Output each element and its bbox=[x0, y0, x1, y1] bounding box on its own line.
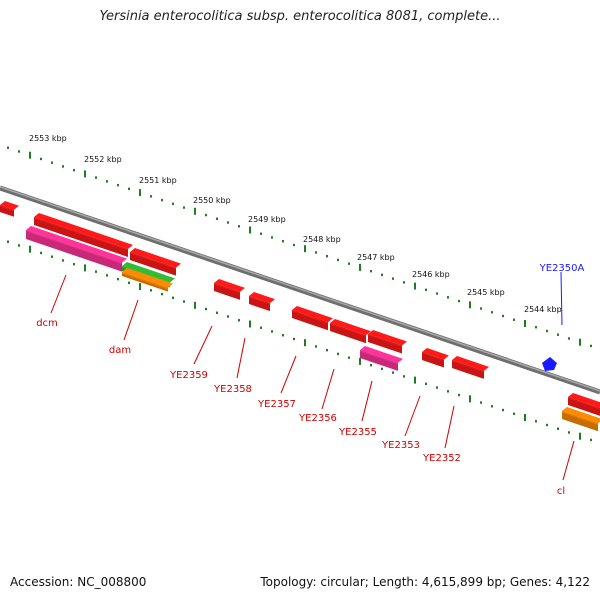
gene-label-group: YE2353 bbox=[381, 395, 421, 451]
gene-label[interactable]: cl bbox=[557, 486, 565, 497]
gene-label[interactable]: dcm bbox=[36, 318, 58, 329]
gene-label[interactable]: dam bbox=[109, 345, 131, 356]
gene-label[interactable]: YE2352 bbox=[422, 453, 461, 464]
gene-label-leader bbox=[404, 395, 421, 437]
feature-bar-pink bbox=[359, 346, 403, 371]
gene-block-ye2356 bbox=[329, 319, 371, 344]
ye2350a-marker bbox=[542, 357, 557, 371]
gene-label-group: YE2357 bbox=[257, 355, 297, 410]
gene-label-group: cl bbox=[557, 440, 575, 497]
gene-label-group: YE2352 bbox=[422, 405, 461, 464]
scale-labels: 2553 kbp 2552 kbp 2551 kbp 2550 kbp 2549 kbp… bbox=[29, 134, 562, 314]
gene-label-leader bbox=[123, 299, 139, 341]
gene-label-group: YE2359 bbox=[169, 325, 213, 381]
gene-label-leader bbox=[321, 368, 335, 410]
accession-text: Accession: NC_008800 bbox=[10, 575, 147, 589]
genome-backbone bbox=[0, 185, 600, 395]
outer-tick-track bbox=[7, 146, 592, 348]
gene-label[interactable]: YE2358 bbox=[213, 384, 252, 395]
gene-label[interactable]: YE2359 bbox=[169, 370, 208, 381]
gene-label-leader bbox=[280, 355, 297, 394]
gene-label-group: YE2356 bbox=[298, 368, 337, 424]
scale-label: 2547 kbp bbox=[357, 253, 395, 262]
feature-bar-pink bbox=[25, 226, 127, 272]
map-title: Yersinia enterocolitica subsp. enterocol… bbox=[99, 9, 501, 24]
gene-label[interactable]: YE2357 bbox=[257, 399, 296, 410]
gene-block-ye2357 bbox=[291, 306, 333, 331]
gene-label-leader bbox=[193, 325, 213, 365]
ye2350a-leader bbox=[560, 271, 563, 326]
gene-block-cl bbox=[567, 393, 600, 416]
gene-block-ye2358 bbox=[248, 292, 275, 312]
gene-label-group: YE2358 bbox=[213, 337, 252, 395]
scale-label: 2548 kbp bbox=[303, 235, 341, 244]
feature-blocks bbox=[0, 201, 600, 432]
scale-label: 2549 kbp bbox=[248, 215, 286, 224]
scale-label: 2551 kbp bbox=[139, 176, 177, 185]
gene-label-group: dcm bbox=[36, 274, 67, 329]
gene-label-group: YE2355 bbox=[338, 380, 377, 438]
scale-label: 2553 kbp bbox=[29, 134, 67, 143]
scale-label: 2552 kbp bbox=[84, 155, 122, 164]
top-gene-label-group: YE2350A bbox=[539, 263, 585, 326]
gene-label-leader bbox=[50, 274, 67, 314]
inner-tick-track bbox=[7, 240, 592, 442]
scale-label: 2550 kbp bbox=[193, 196, 231, 205]
gene-label-leader bbox=[236, 337, 246, 379]
feature-bar-orange bbox=[121, 268, 173, 292]
scale-label: 2546 kbp bbox=[412, 270, 450, 279]
gene-label[interactable]: YE2356 bbox=[298, 413, 337, 424]
gene-block-ye2355 bbox=[367, 330, 407, 354]
gene-label-ye2350a[interactable]: YE2350A bbox=[539, 263, 585, 274]
gene-label[interactable]: YE2353 bbox=[381, 440, 420, 451]
gene-label-leader bbox=[562, 440, 575, 481]
gene-block-dcm bbox=[33, 213, 133, 257]
gene-label-group: dam bbox=[109, 299, 139, 356]
gene-block-ye2359 bbox=[213, 279, 245, 300]
gene-label-leader bbox=[361, 380, 373, 422]
gene-block-ye2352 bbox=[451, 356, 489, 379]
gene-block-ye2353 bbox=[421, 348, 449, 368]
scale-label: 2545 kbp bbox=[467, 288, 505, 297]
gene-label-leader bbox=[444, 405, 455, 449]
gene-label[interactable]: YE2355 bbox=[338, 427, 377, 438]
scale-label: 2544 kbp bbox=[524, 305, 562, 314]
genome-backbone-highlight bbox=[0, 186, 600, 392]
gene-block bbox=[0, 201, 19, 217]
feature-bar-orange bbox=[561, 407, 600, 432]
topology-text: Topology: circular; Length: 4,615,899 bp… bbox=[260, 575, 590, 589]
gene-block-dam bbox=[129, 248, 181, 276]
